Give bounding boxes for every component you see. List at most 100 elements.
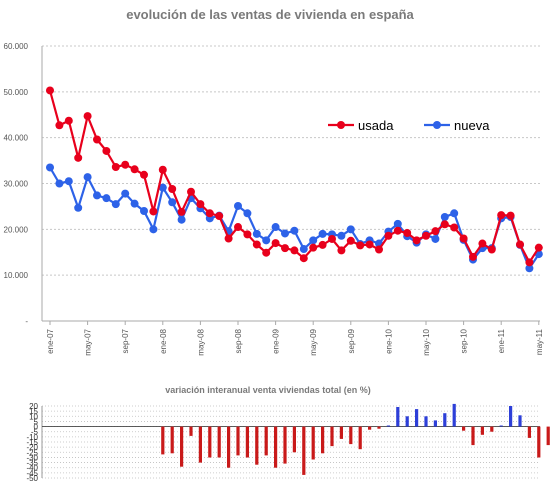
bar	[283, 426, 287, 464]
data-point-usada	[469, 252, 477, 261]
bar-y-tick-label: 5	[34, 417, 39, 426]
bar	[311, 426, 315, 460]
bar	[452, 403, 456, 427]
bar	[208, 426, 212, 458]
data-point-nueva	[393, 219, 402, 228]
axes	[41, 46, 540, 325]
data-point-usada	[158, 165, 167, 174]
data-point-nueva	[64, 177, 73, 186]
bar-y-tick-label: -45	[26, 469, 38, 478]
data-point-usada	[384, 231, 393, 240]
x-tick-label: sep-10	[460, 328, 469, 353]
legend-marker-nueva	[433, 121, 441, 129]
data-point-usada	[102, 146, 111, 155]
data-point-usada	[74, 153, 83, 162]
bar-y-tick-label: -10	[26, 433, 38, 442]
data-point-nueva	[234, 201, 242, 210]
data-point-usada	[375, 245, 383, 254]
bar	[509, 406, 513, 427]
y-tick-label: 50.000	[4, 88, 29, 97]
y-tick-label: 60.000	[4, 42, 29, 51]
x-tick-label: ene-07	[46, 328, 55, 353]
bar	[499, 425, 503, 427]
data-point-usada	[478, 239, 487, 248]
bar	[170, 426, 174, 454]
bar-y-tick-label: 10	[29, 412, 38, 421]
bar	[321, 426, 325, 454]
data-point-usada	[346, 236, 355, 245]
bar-y-tick-label: -35	[26, 459, 38, 468]
data-point-nueva	[140, 207, 148, 215]
data-point-nueva	[149, 225, 158, 234]
x-tick-labels: ene-07 may-07 sep-07 ene-08 may-08 sep-08 ene-…	[46, 328, 544, 355]
x-tick-label: may-10	[422, 328, 431, 355]
x-tick-label: may-07	[84, 328, 93, 355]
data-point-usada	[177, 207, 186, 216]
x-tick-label: may-08	[196, 328, 205, 355]
series-nueva	[46, 163, 543, 273]
data-point-usada	[215, 212, 224, 221]
bar	[217, 426, 221, 458]
y-tick-label: -	[25, 317, 28, 326]
bar	[368, 426, 372, 430]
data-point-usada	[290, 246, 299, 255]
data-point-usada	[93, 135, 101, 144]
data-point-usada	[187, 187, 195, 196]
bar	[518, 415, 522, 427]
data-point-usada	[149, 207, 158, 216]
data-point-nueva	[93, 191, 101, 200]
bar	[255, 426, 259, 465]
data-point-nueva	[346, 225, 355, 234]
legend-marker-usada	[337, 121, 345, 129]
x-tick-label: ene-09	[272, 328, 281, 353]
bar	[527, 426, 531, 438]
data-point-usada	[140, 170, 148, 179]
data-point-nueva	[262, 236, 271, 245]
x-tick-label: may-09	[309, 328, 318, 355]
bar	[471, 426, 475, 446]
data-point-usada	[318, 240, 327, 249]
chart-title: evolución de las ventas de vivienda en e…	[126, 7, 414, 22]
data-point-usada	[487, 245, 496, 254]
data-point-usada	[121, 160, 130, 169]
data-point-nueva	[337, 231, 346, 240]
x-tick-label: ene-08	[159, 328, 168, 353]
data-point-usada	[497, 211, 506, 220]
x-tick-label: sep-09	[347, 328, 356, 353]
data-point-nueva	[243, 209, 252, 218]
legend: usada nueva	[328, 118, 490, 133]
data-point-usada	[431, 227, 440, 236]
bar	[424, 416, 428, 427]
bar	[227, 426, 231, 468]
bar	[349, 426, 353, 445]
bar-y-tick-label: -50	[26, 474, 38, 483]
bar	[358, 426, 362, 450]
data-point-usada	[356, 241, 365, 250]
data-point-usada	[130, 165, 139, 174]
bar-y-tick-label: -20	[26, 443, 38, 452]
x-tick-label: ene-11	[497, 328, 506, 353]
data-point-nueva	[431, 234, 440, 243]
data-point-usada	[243, 230, 252, 239]
bar-y-tick-label: 15	[29, 407, 38, 416]
bar	[490, 426, 494, 432]
data-point-nueva	[525, 264, 534, 273]
bar	[274, 426, 278, 468]
data-point-nueva	[158, 183, 167, 192]
bar	[198, 426, 202, 463]
bar	[180, 426, 184, 467]
bar	[405, 416, 409, 427]
bar-gridlines	[41, 405, 540, 479]
bar-y-tick-label: -15	[26, 438, 38, 447]
bar	[292, 426, 296, 453]
data-point-usada	[328, 234, 336, 243]
data-point-usada	[393, 226, 402, 235]
data-point-nueva	[281, 229, 289, 238]
data-point-usada	[64, 116, 73, 125]
data-point-usada	[337, 246, 346, 255]
data-point-usada	[299, 254, 308, 263]
data-point-usada	[281, 244, 289, 253]
bar	[330, 426, 334, 447]
bar	[377, 426, 381, 429]
